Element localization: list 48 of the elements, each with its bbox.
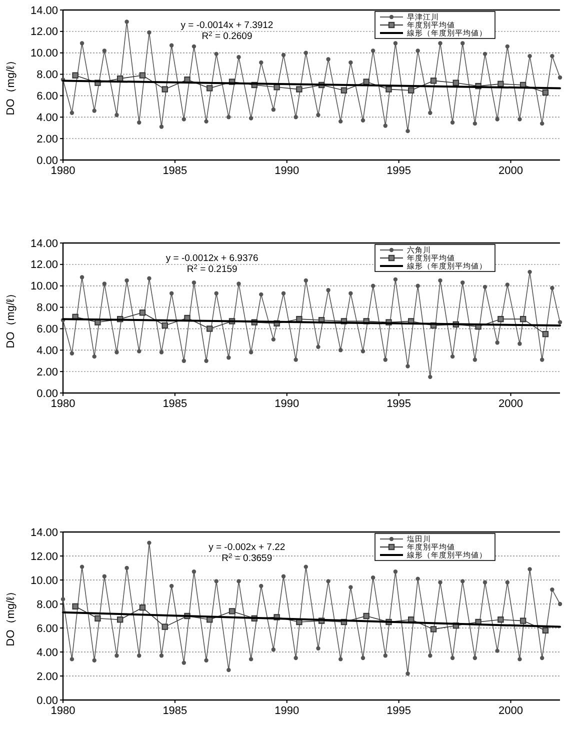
x-tick-label: 1985 [162, 705, 188, 717]
y-tick-label: 10.00 [30, 574, 58, 587]
x-tick-label: 1990 [274, 165, 300, 177]
annotation: R$^{2}$ = 0.3659 [222, 552, 272, 564]
annotation: R$^{2}$ = 0.2159 [186, 264, 238, 275]
y-axis-title: DO（mg/ℓ） [5, 54, 17, 116]
y-axis-title: DO（mg/ℓ） [5, 288, 17, 348]
x-tick-label: 2000 [498, 165, 523, 177]
y-tick-label: 6.00 [36, 90, 58, 103]
x-tick-label: 1995 [386, 398, 412, 410]
x-tick-label: 2000 [498, 705, 523, 717]
y-tick-label: 2.00 [36, 133, 58, 146]
y-tick-label: 12.00 [30, 550, 58, 563]
y-tick-label: 8.00 [36, 302, 58, 314]
x-tick-label: 1990 [274, 705, 300, 717]
y-tick-label: 2.00 [36, 670, 58, 683]
y-tick-label: 10.00 [30, 48, 58, 60]
x-tick-label: 1985 [162, 398, 188, 410]
y-axis-title: DO（mg/ℓ） [5, 586, 17, 646]
y-tick-label: 12.00 [30, 26, 58, 38]
y-tick-label: 0.00 [36, 154, 58, 167]
annotation: R$^{2}$ = 0.2609 [202, 30, 252, 42]
y-tick-label: 4.00 [36, 112, 58, 124]
x-tick-label: 1985 [162, 165, 188, 177]
annotation: y = -0.002x + 7.22 [208, 542, 286, 553]
y-tick-label: 14.00 [30, 526, 58, 539]
x-tick-label: 1995 [386, 165, 412, 177]
y-tick-label: 12.00 [30, 259, 58, 272]
y-tick-label: 4.00 [36, 344, 58, 357]
y-tick-label: 6.00 [36, 622, 58, 635]
y-tick-label: 4.00 [36, 646, 58, 659]
y-tick-label: 8.00 [36, 69, 58, 82]
y-tick-label: 2.00 [36, 366, 58, 378]
x-tick-label: 1980 [50, 398, 76, 410]
y-tick-label: 6.00 [36, 324, 58, 336]
y-tick-label: 10.00 [30, 280, 58, 293]
y-tick-label: 8.00 [36, 598, 58, 611]
y-tick-label: 0.00 [36, 388, 58, 400]
annotation: y = -0.0014x + 7.3912 [180, 20, 274, 31]
x-tick-label: 2000 [498, 398, 523, 410]
y-tick-label: 0.00 [36, 694, 58, 707]
y-tick-label: 14.00 [30, 238, 58, 250]
x-tick-label: 1990 [274, 398, 300, 410]
x-tick-label: 1980 [50, 165, 76, 177]
x-tick-label: 1995 [386, 705, 412, 717]
y-tick-label: 14.00 [30, 4, 58, 17]
annotation: y = -0.0012x + 6.9376 [166, 253, 258, 264]
x-tick-label: 1980 [50, 705, 76, 717]
